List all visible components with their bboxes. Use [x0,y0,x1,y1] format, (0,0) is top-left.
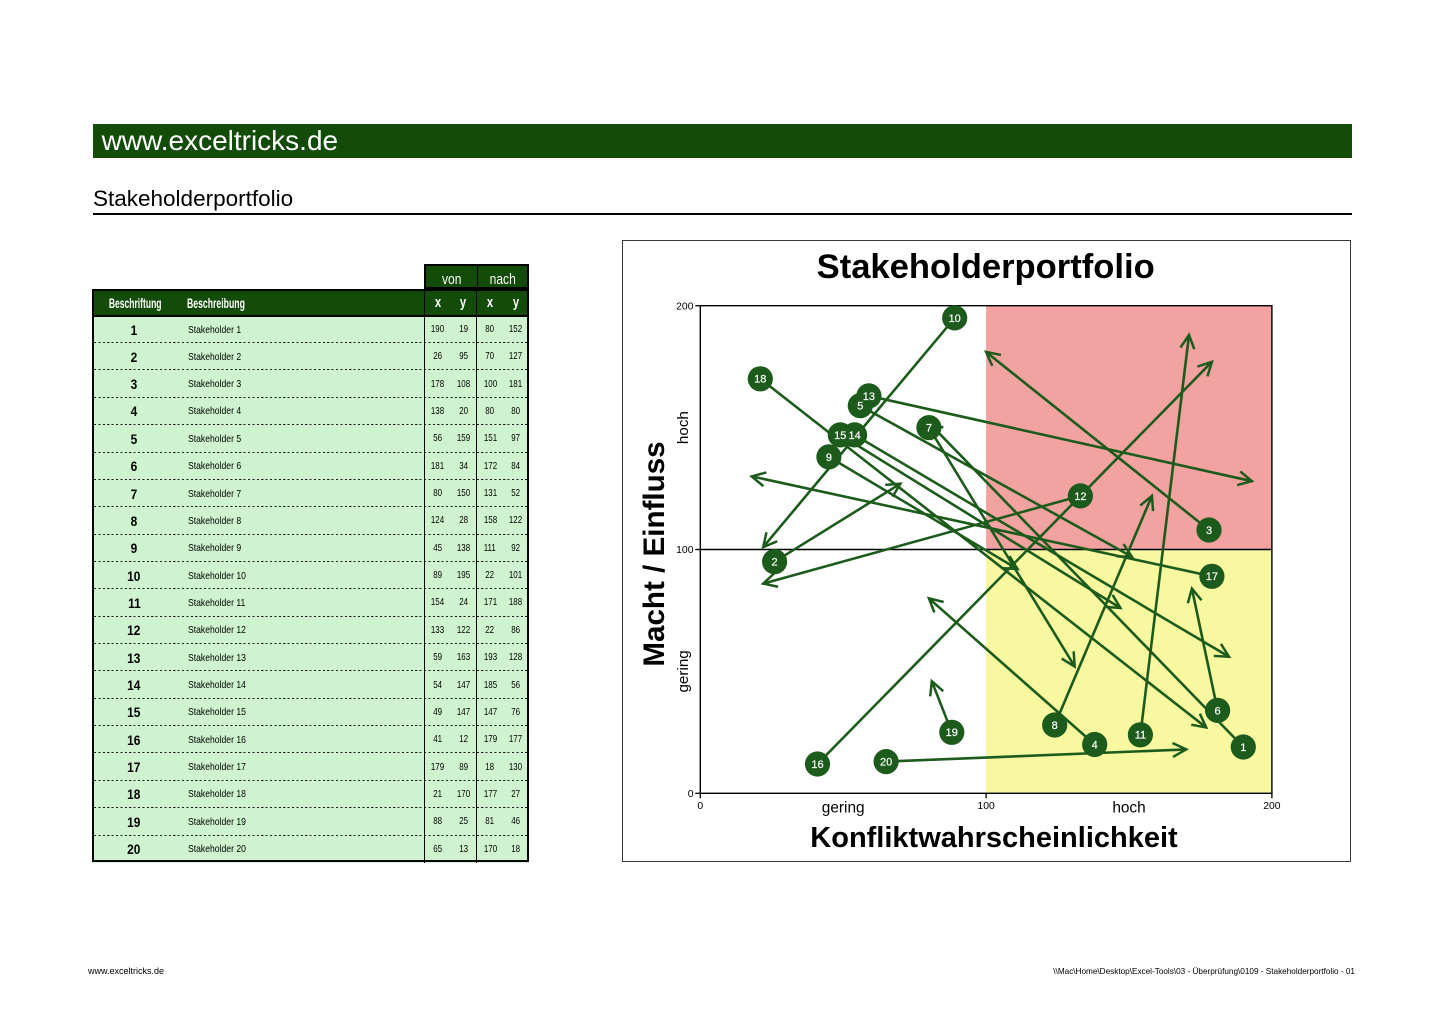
svg-text:0: 0 [688,789,694,800]
svg-text:100: 100 [977,801,995,812]
svg-text:hoch: hoch [675,411,692,444]
svg-text:200: 200 [676,301,694,312]
svg-text:13: 13 [863,391,875,403]
svg-text:2: 2 [772,557,778,569]
svg-text:8: 8 [1052,720,1058,732]
svg-text:gering: gering [675,650,692,692]
svg-text:11: 11 [1135,730,1146,742]
svg-text:hoch: hoch [1112,800,1145,817]
svg-text:17: 17 [1206,571,1218,583]
svg-text:14: 14 [848,430,860,442]
svg-text:18: 18 [754,374,766,386]
svg-text:gering: gering [822,800,865,817]
svg-text:4: 4 [1092,739,1098,751]
svg-text:1: 1 [1240,742,1246,754]
svg-text:15: 15 [834,430,846,442]
svg-text:100: 100 [676,545,694,556]
svg-text:12: 12 [1074,491,1086,503]
svg-text:7: 7 [926,423,932,435]
svg-text:0: 0 [697,801,703,812]
svg-text:9: 9 [826,452,832,464]
svg-text:10: 10 [949,313,961,325]
svg-text:3: 3 [1206,525,1212,537]
svg-text:20: 20 [880,757,892,769]
svg-text:Stakeholderportfolio: Stakeholderportfolio [817,248,1155,286]
svg-text:6: 6 [1215,705,1221,717]
svg-text:5: 5 [857,401,863,413]
svg-text:Konfliktwahrscheinlichkeit: Konfliktwahrscheinlichkeit [810,822,1178,854]
svg-text:16: 16 [811,759,823,771]
svg-text:Macht / Einfluss: Macht / Einfluss [638,441,671,666]
svg-text:200: 200 [1263,801,1281,812]
svg-text:19: 19 [946,727,958,739]
